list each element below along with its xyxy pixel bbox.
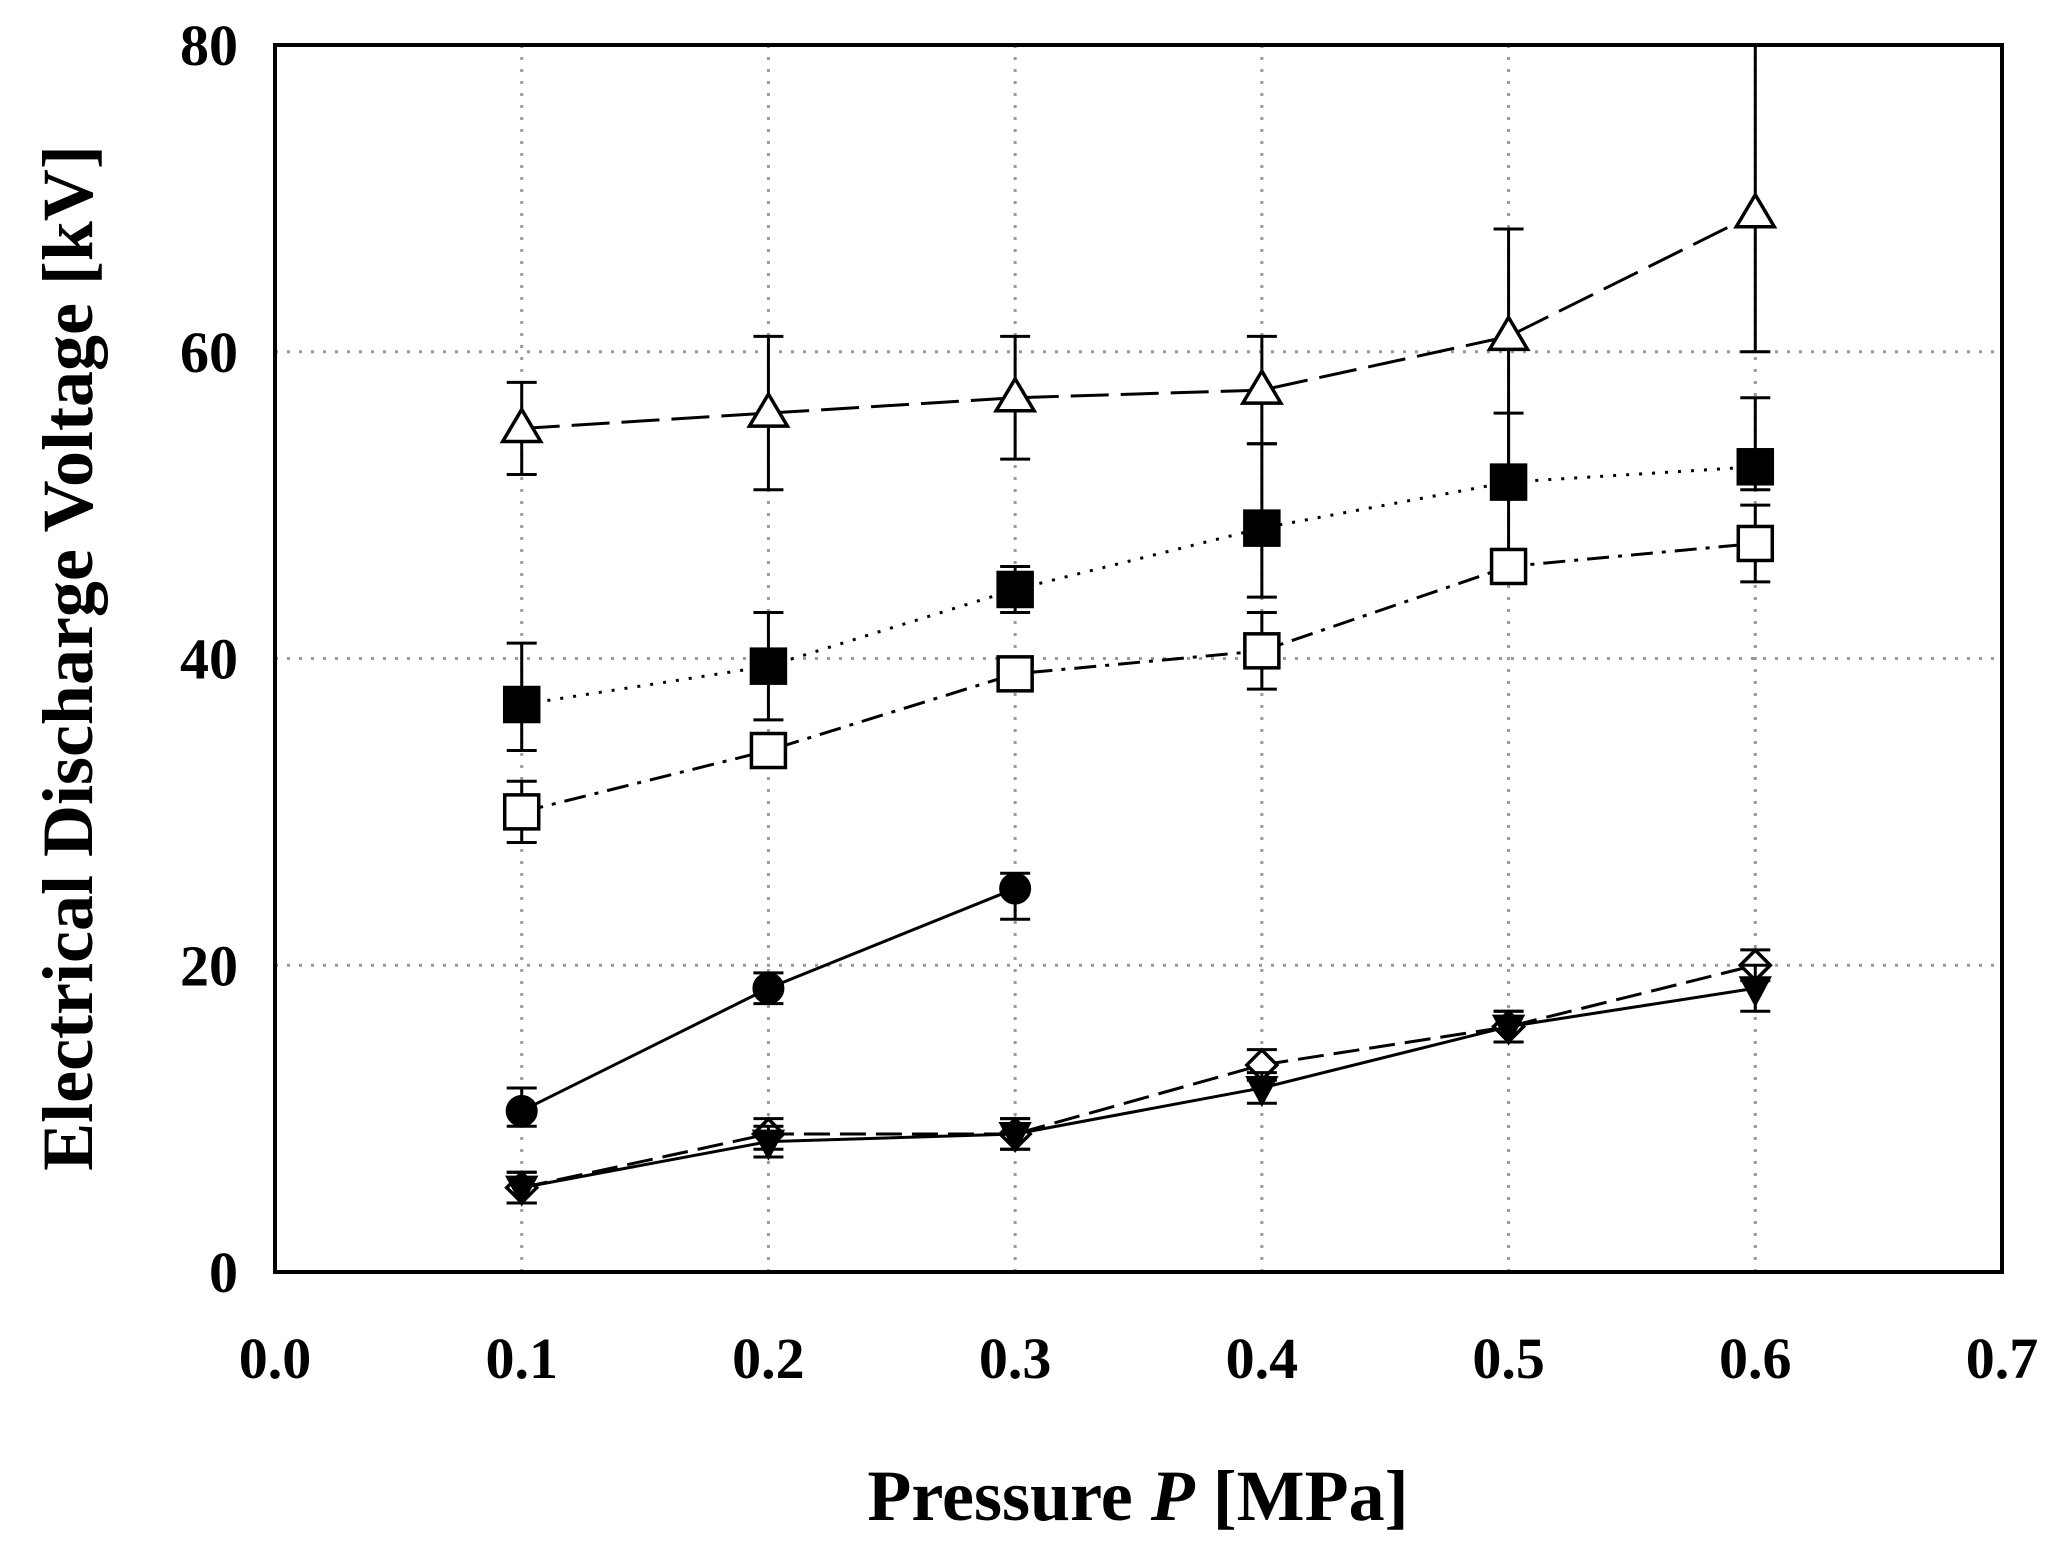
series-filled-circle bbox=[505, 871, 1032, 1128]
x-tick-label: 0.6 bbox=[1719, 1326, 1792, 1391]
series-line bbox=[521, 986, 1756, 1190]
x-tick-label: 0.3 bbox=[979, 1326, 1052, 1391]
marker-point bbox=[1245, 1075, 1279, 1108]
marker-point bbox=[998, 1121, 1032, 1154]
plot-frame bbox=[273, 43, 2004, 1274]
marker-point bbox=[502, 685, 541, 724]
marker-point bbox=[505, 1094, 538, 1127]
marker-point bbox=[749, 731, 788, 770]
marker-point bbox=[1489, 463, 1528, 501]
marker-point bbox=[1486, 313, 1531, 352]
marker-point bbox=[499, 406, 544, 444]
x-tick-label: 0.0 bbox=[239, 1326, 312, 1391]
series-open-diamond bbox=[504, 947, 1773, 1206]
x-axis-title: Pressure P [MPa] bbox=[867, 1456, 1408, 1536]
x-tick-label: 0.5 bbox=[1472, 1326, 1545, 1391]
marker-point bbox=[1491, 1014, 1526, 1046]
marker-point bbox=[502, 793, 541, 831]
x-axis-title-suffix: [MPa] bbox=[1195, 1456, 1409, 1536]
series-filled-square bbox=[502, 396, 1775, 753]
marker-point bbox=[1736, 448, 1775, 486]
series-line bbox=[521, 541, 1756, 814]
marker-point bbox=[746, 390, 791, 428]
y-tick-label: 40 bbox=[180, 627, 238, 692]
series-open-square bbox=[502, 503, 1775, 845]
y-tick-label: 0 bbox=[209, 1240, 238, 1305]
series-filled-down-triangle bbox=[505, 963, 1772, 1207]
marker-point bbox=[751, 1129, 786, 1161]
series-line bbox=[521, 212, 1756, 430]
tick-labels: 0.0 0.1 0.2 0.3 0.4 0.5 0.6 0.7 0 20 40 60 80 bbox=[180, 13, 2038, 1391]
marker-point bbox=[1239, 367, 1284, 405]
y-axis-title: Electrical Discharge Voltage [kV] bbox=[28, 145, 108, 1171]
marker-point bbox=[505, 1175, 539, 1207]
x-tick-label: 0.1 bbox=[485, 1326, 558, 1391]
x-tick-label: 0.2 bbox=[732, 1326, 805, 1391]
series-line bbox=[521, 963, 1756, 1190]
marker-point bbox=[1736, 524, 1775, 563]
series-open-triangle bbox=[499, 43, 1778, 492]
y-tick-label: 20 bbox=[180, 933, 238, 998]
marker-point bbox=[996, 570, 1034, 609]
marker-point bbox=[1733, 191, 1778, 229]
y-tick-label: 80 bbox=[180, 13, 238, 78]
series-layer bbox=[499, 43, 1778, 1207]
marker-point bbox=[1243, 632, 1281, 670]
x-tick-label: 0.4 bbox=[1226, 1326, 1299, 1391]
series-line bbox=[521, 465, 1756, 706]
marker-point bbox=[1738, 976, 1772, 1008]
marker-point bbox=[993, 375, 1038, 413]
x-axis-title-prefix: Pressure bbox=[867, 1456, 1150, 1536]
marker-point bbox=[1243, 509, 1281, 547]
x-tick-label: 0.7 bbox=[1966, 1326, 2039, 1391]
marker-point bbox=[1489, 547, 1528, 586]
marker-point bbox=[749, 647, 788, 685]
y-tick-label: 60 bbox=[180, 320, 238, 385]
marker-point bbox=[999, 872, 1032, 905]
marker-point bbox=[996, 655, 1034, 693]
marker-point bbox=[752, 972, 785, 1005]
x-axis-title-var: P bbox=[1150, 1456, 1196, 1536]
